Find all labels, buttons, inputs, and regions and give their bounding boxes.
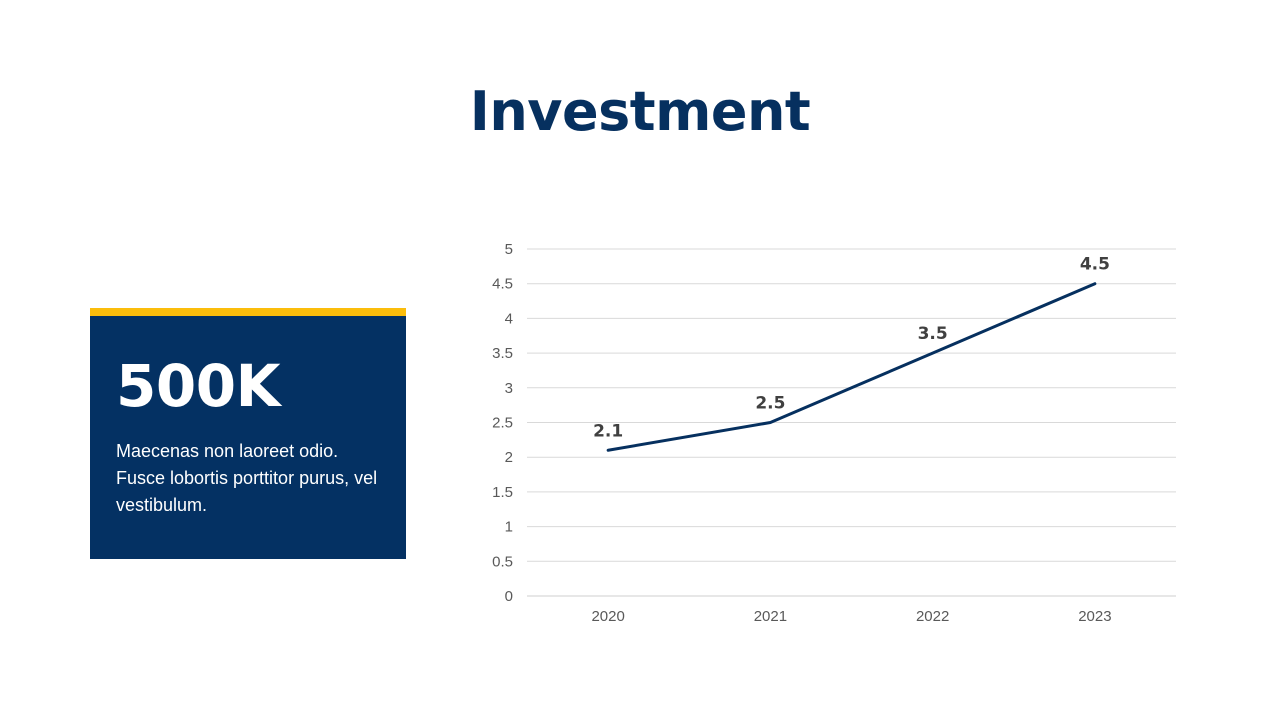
y-tick-label: 2 [505,449,513,466]
stat-description: Maecenas non laoreet odio. Fusce loborti… [116,441,378,515]
x-tick-label: 2023 [1078,608,1111,625]
stat-card: 500K Maecenas non laoreet odio. Fusce lo… [90,308,406,559]
y-tick-label: 5 [505,241,513,258]
chart-gridlines [527,248,1176,597]
y-tick-label: 1.5 [492,484,513,501]
x-tick-label: 2020 [591,608,624,625]
data-label: 2.1 [593,421,623,441]
data-label: 2.5 [755,394,785,414]
data-label: 3.5 [918,324,948,344]
chart-data-labels: 2.1 2.5 3.5 4.5 [593,255,1110,442]
series-line [606,282,1097,452]
y-tick-label: 0 [505,588,513,605]
y-tick-label: 3 [505,380,513,397]
y-tick-label: 0.5 [492,553,513,570]
y-axis-tick-labels: 0 0.5 1 1.5 2 2.5 3 3.5 4 4.5 5 [492,241,513,605]
y-tick-label: 1 [505,519,513,536]
x-tick-label: 2021 [754,608,787,625]
y-tick-label: 3.5 [492,345,513,362]
data-label: 4.5 [1080,255,1110,275]
slide-title: Investment [469,80,811,143]
stat-card-accent-bar [90,308,406,316]
x-axis-tick-labels: 2020 2021 2022 2023 [591,608,1111,625]
y-tick-label: 4 [505,310,513,327]
x-tick-label: 2022 [916,608,949,625]
chart-series [606,282,1097,452]
y-tick-label: 2.5 [492,415,513,432]
y-tick-label: 4.5 [492,276,513,293]
stat-value: 500K [116,352,281,420]
